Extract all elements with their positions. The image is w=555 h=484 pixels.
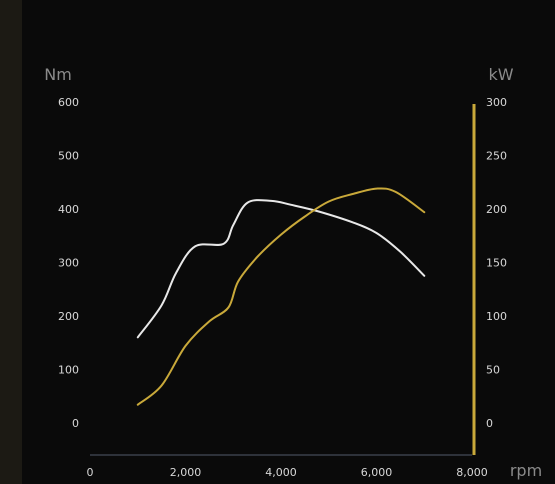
y-left-tick-label: 300 [58,256,79,269]
y-right-tick-label: 300 [486,96,507,109]
x-tick-label: 4,000 [265,466,297,479]
y-left-tick-label: 200 [58,310,79,323]
y-right-tick-label: 150 [486,256,507,269]
x-tick-label: 6,000 [361,466,393,479]
torque-series-line [136,199,426,339]
x-tick-label: 8,000 [456,466,488,479]
power-series-line [136,187,426,406]
y-left-tick-label: 0 [72,417,79,430]
x-unit-label: rpm [510,461,542,480]
x-tick-label: 2,000 [170,466,202,479]
y-left-unit-label: Nm [44,65,72,84]
y-right-unit-label: kW [488,65,513,84]
x-tick-label: 0 [87,466,94,479]
y-right-tick-label: 0 [486,417,493,430]
y-left-tick-label: 500 [58,149,79,162]
y-right-tick-label: 50 [486,363,500,376]
y-left-tick-label: 400 [58,203,79,216]
y-right-tick-label: 250 [486,149,507,162]
y-left-tick-label: 600 [58,96,79,109]
y-left-tick-label: 100 [58,363,79,376]
y-right-tick-label: 100 [486,310,507,323]
y-right-tick-label: 200 [486,203,507,216]
left-edge-strip [0,0,22,484]
